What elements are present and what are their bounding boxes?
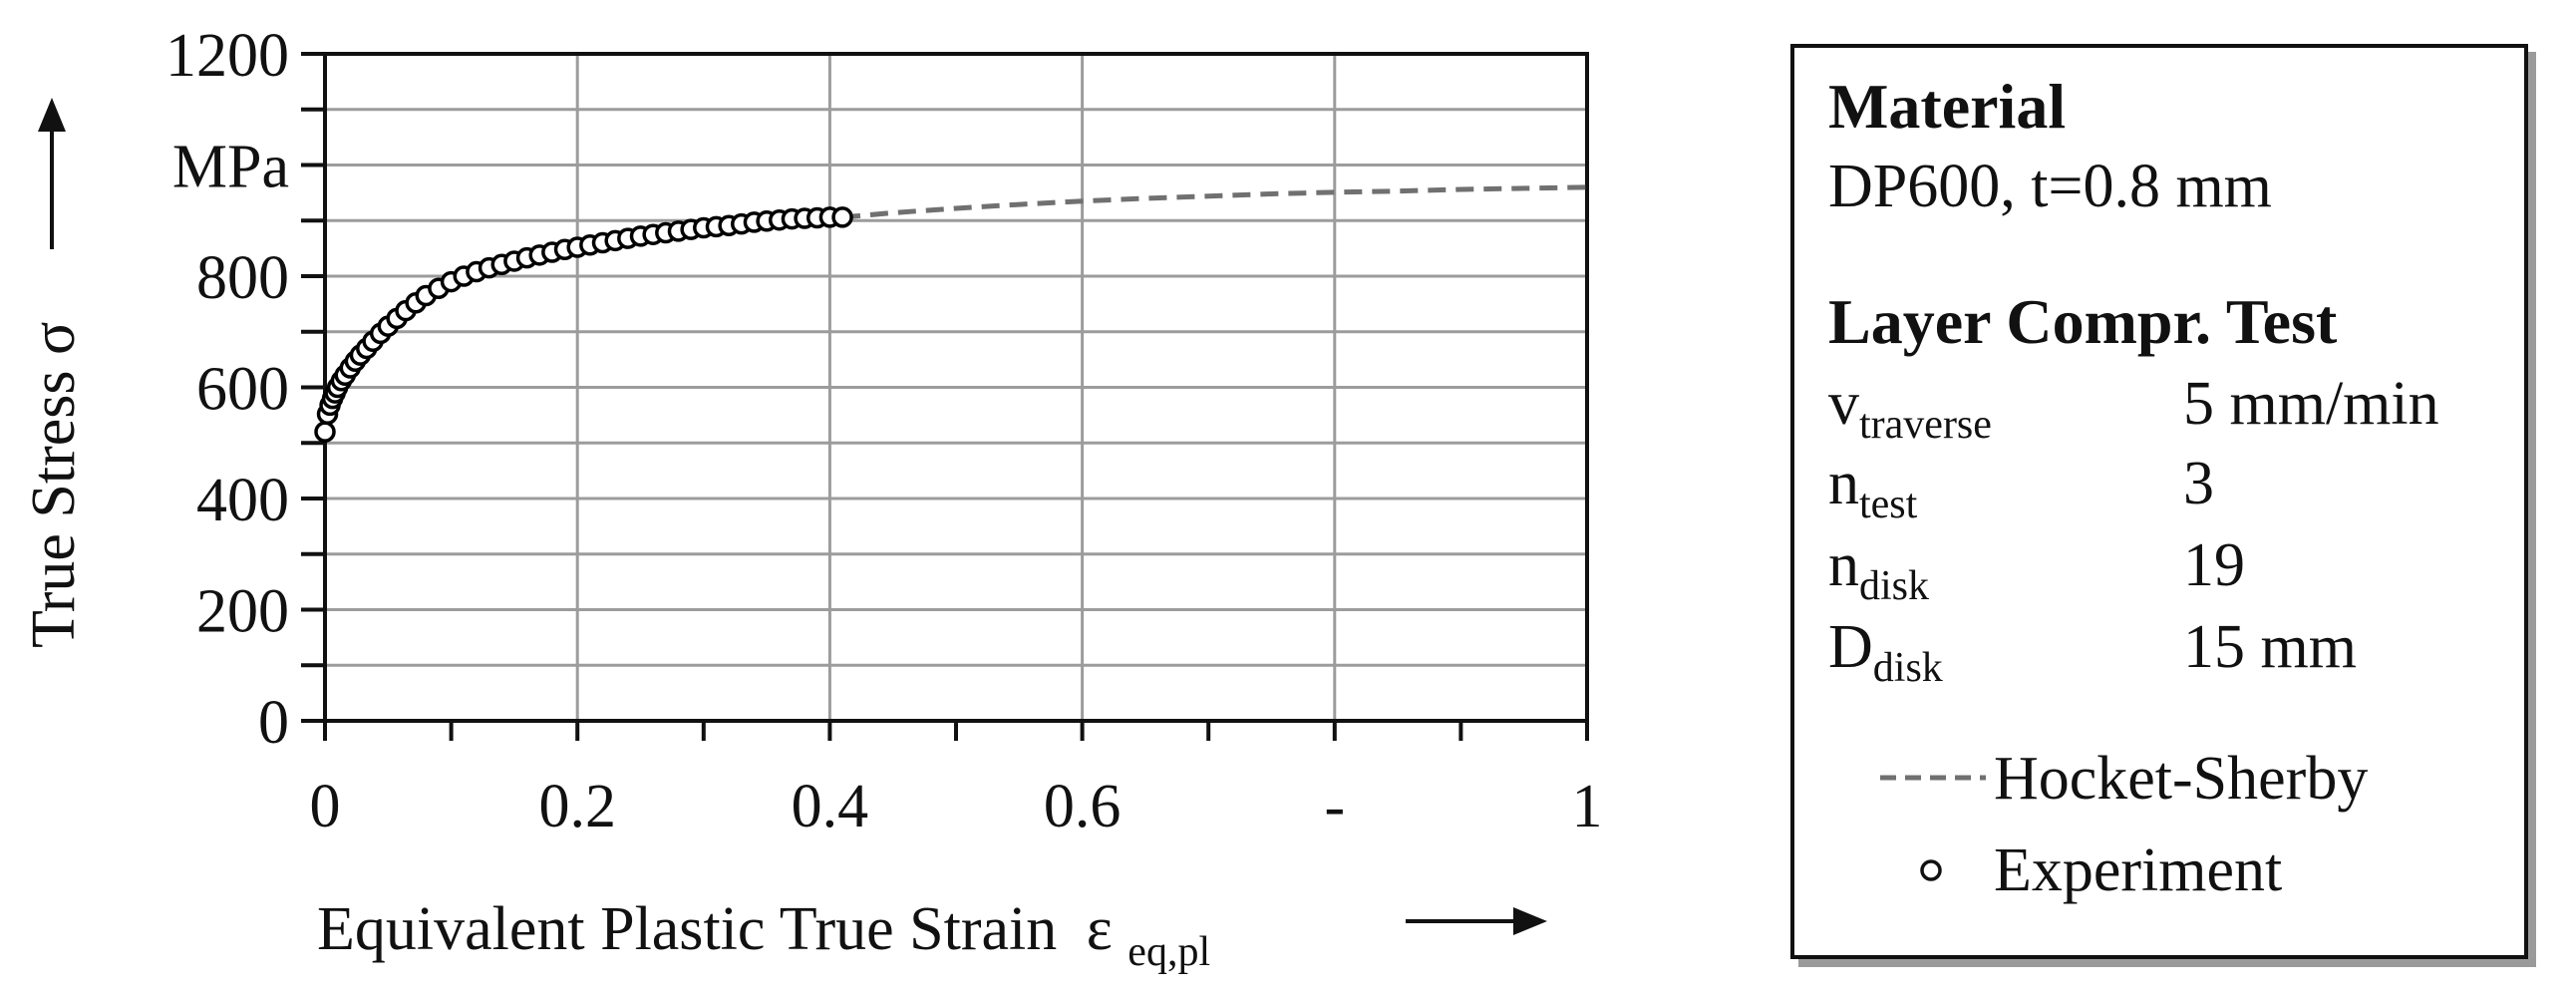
axis-ticks: 0 200 400 600 800 1200 0 0.2 0.4 0.6 - 1 xyxy=(165,22,1603,840)
x-axis-arrow-head-icon xyxy=(1513,907,1547,935)
info-box: Material DP600, t=0.8 mm Layer Compr. Te… xyxy=(1790,44,2528,959)
circle-marker-icon xyxy=(1920,859,1942,881)
x-axis-title-subscript: eq,pl xyxy=(1127,929,1210,975)
legend-label: Experiment xyxy=(1994,836,2283,904)
test-heading: Layer Compr. Test xyxy=(1828,286,2338,357)
x-tick-label: 0.4 xyxy=(792,773,869,840)
x-tick-label: 0.2 xyxy=(538,773,616,840)
y-tick-label: 200 xyxy=(196,578,289,646)
dashed-line-icon xyxy=(1880,775,1986,781)
grid-lines xyxy=(325,54,1589,721)
material-heading: Material xyxy=(1828,71,2067,142)
param-value: 3 xyxy=(2183,450,2214,517)
param-name: ndisk xyxy=(1828,531,1930,609)
x-tick-label: 0 xyxy=(310,773,341,840)
y-axis-title: True Stress σ xyxy=(20,322,88,648)
data-point-experiment xyxy=(831,206,853,228)
series-group xyxy=(314,184,1588,443)
y-axis-title-group: True Stress σ xyxy=(20,98,88,648)
y-tick-label: 1200 xyxy=(165,22,289,90)
param-value: 15 mm xyxy=(2183,613,2357,681)
y-tick-label: 600 xyxy=(196,356,289,424)
stress-strain-chart: 0 200 400 600 800 1200 0 0.2 0.4 0.6 - 1 True Stres… xyxy=(20,22,1603,975)
y-axis-arrow-head-icon xyxy=(38,98,66,132)
y-axis-unit: MPa xyxy=(172,134,289,201)
x-axis-title-symbol: ε xyxy=(1087,895,1113,963)
series-line-hocket-sherby xyxy=(841,184,1588,220)
legend-item-experiment: Experiment xyxy=(1794,835,2524,915)
param-name: ntest xyxy=(1828,450,1918,527)
y-tick-label: 400 xyxy=(196,467,289,534)
param-name: Ddisk xyxy=(1828,613,1943,691)
data-point-experiment xyxy=(314,421,336,443)
material-value: DP600, t=0.8 mm xyxy=(1828,153,2272,220)
y-tick-label: 800 xyxy=(196,244,289,312)
param-value: 19 xyxy=(2183,531,2245,599)
param-name: vtraverse xyxy=(1828,370,1992,448)
x-tick-label: 1 xyxy=(1572,773,1603,840)
legend-label: Hocket-Sherby xyxy=(1994,745,2369,813)
x-tick-label: 0.6 xyxy=(1044,773,1122,840)
param-value: 5 mm/min xyxy=(2183,370,2439,438)
x-axis-title: Equivalent Plastic True Strain ε eq,pl xyxy=(317,895,1210,975)
legend-item-hocket-sherby: Hocket-Sherby xyxy=(1794,744,2524,824)
y-tick-label: 0 xyxy=(258,689,289,757)
x-axis-title-text: Equivalent Plastic True Strain xyxy=(317,895,1057,963)
x-tick-label: - xyxy=(1324,773,1345,840)
